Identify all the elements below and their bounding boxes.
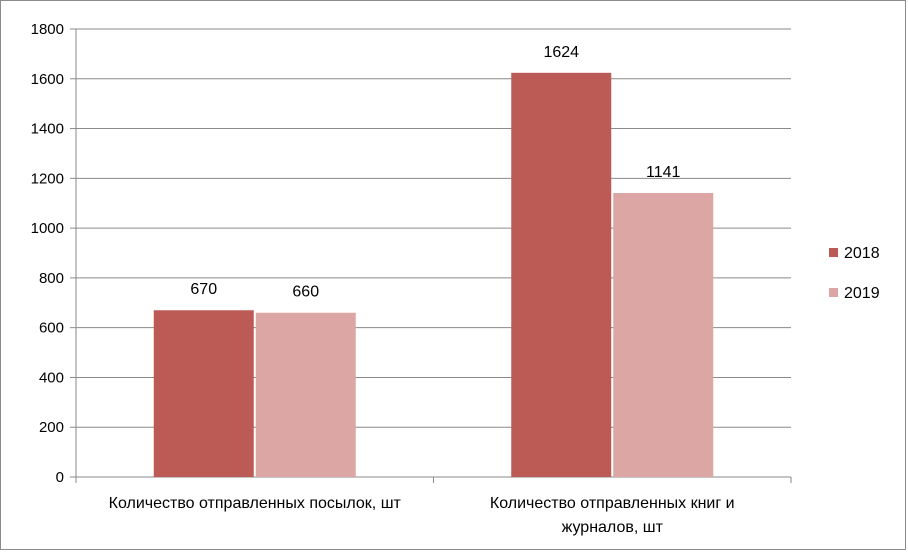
category-label: Количество отправленных посылок, шт <box>109 495 402 512</box>
data-label: 1141 <box>646 164 681 181</box>
y-tick-label: 1200 <box>31 170 64 187</box>
bar-2018-2 <box>511 72 612 477</box>
legend-swatch-2018 <box>829 248 838 257</box>
bar-2019-1 <box>255 312 356 477</box>
y-tick-label: 1600 <box>31 71 64 88</box>
y-tick-label: 200 <box>39 419 64 436</box>
y-tick-label: 0 <box>56 469 64 486</box>
y-tick-label: 1400 <box>31 121 64 138</box>
category-label: Количество отправленных книг и <box>490 495 735 512</box>
y-tick-label: 1000 <box>31 220 64 237</box>
category-label: журналов, шт <box>562 519 664 536</box>
legend-label-2018: 2018 <box>844 245 880 262</box>
data-label: 1624 <box>543 44 579 61</box>
bar-2018-1 <box>153 310 254 477</box>
data-label: 660 <box>292 284 319 301</box>
legend-label-2019: 2019 <box>844 285 880 302</box>
legend-swatch-2019 <box>829 288 838 297</box>
y-tick-label: 600 <box>39 320 64 337</box>
bar-2019-2 <box>613 193 714 478</box>
y-tick-label: 800 <box>39 270 64 287</box>
y-tick-label: 1800 <box>31 21 64 38</box>
data-label: 670 <box>190 281 217 298</box>
y-tick-label: 400 <box>39 369 64 386</box>
